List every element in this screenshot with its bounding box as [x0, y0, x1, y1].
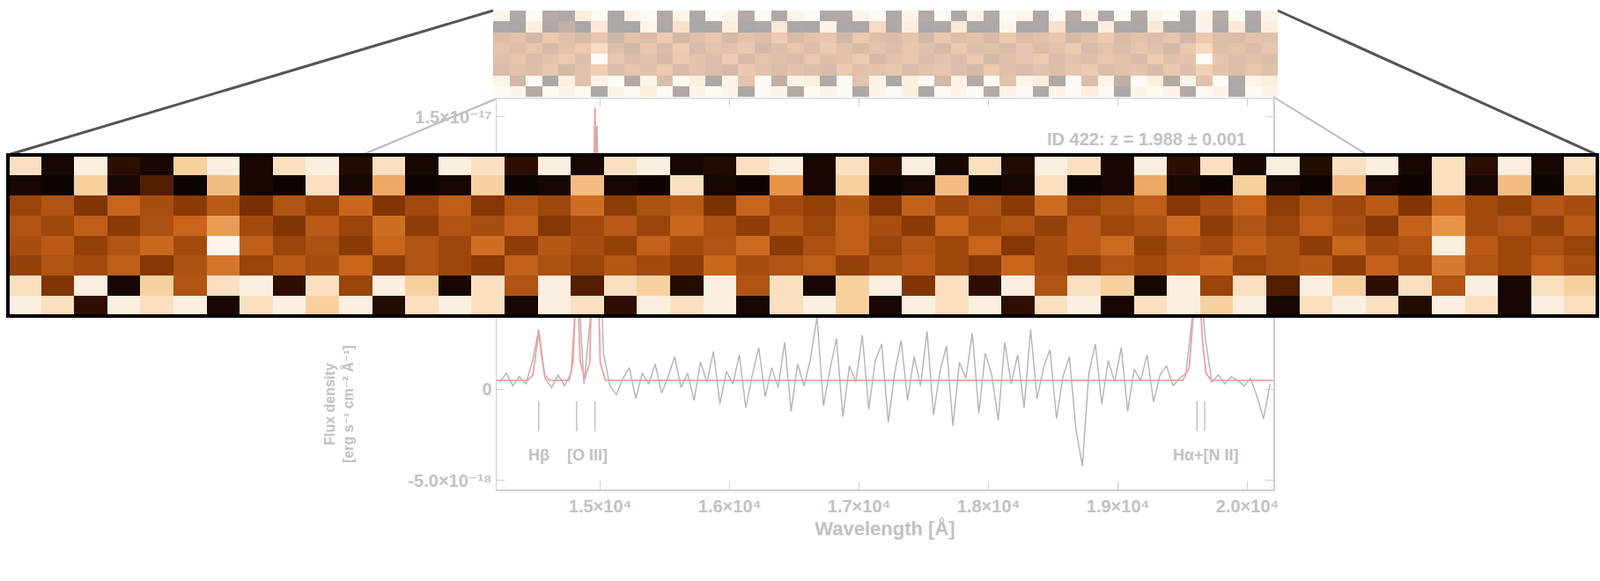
svg-text:Hβ: Hβ	[528, 446, 550, 465]
svg-text:Hα+[N II]: Hα+[N II]	[1172, 446, 1239, 465]
svg-text:1.8×10⁴: 1.8×10⁴	[957, 496, 1021, 517]
svg-text:ID 422: z = 1.988 ± 0.001: ID 422: z = 1.988 ± 0.001	[1047, 129, 1247, 149]
svg-text:2.0×10⁴: 2.0×10⁴	[1216, 496, 1280, 517]
svg-text:1.5×10⁻¹⁷: 1.5×10⁻¹⁷	[414, 107, 492, 127]
svg-text:1.9×10⁴: 1.9×10⁴	[1086, 496, 1151, 517]
svg-text:1.6×10⁴: 1.6×10⁴	[698, 496, 762, 517]
svg-text:[O III]: [O III]	[567, 446, 608, 465]
svg-text:Wavelength [Å]: Wavelength [Å]	[814, 516, 955, 540]
svg-text:-5.0×10⁻¹⁸: -5.0×10⁻¹⁸	[407, 471, 492, 491]
svg-text:1.5×10⁴: 1.5×10⁴	[568, 496, 633, 517]
svg-text:1.7×10⁴: 1.7×10⁴	[827, 496, 892, 517]
svg-text:0: 0	[481, 379, 492, 399]
svg-text:Flux density[erg s⁻¹ cm⁻² Å⁻¹]: Flux density[erg s⁻¹ cm⁻² Å⁻¹]	[322, 345, 356, 464]
